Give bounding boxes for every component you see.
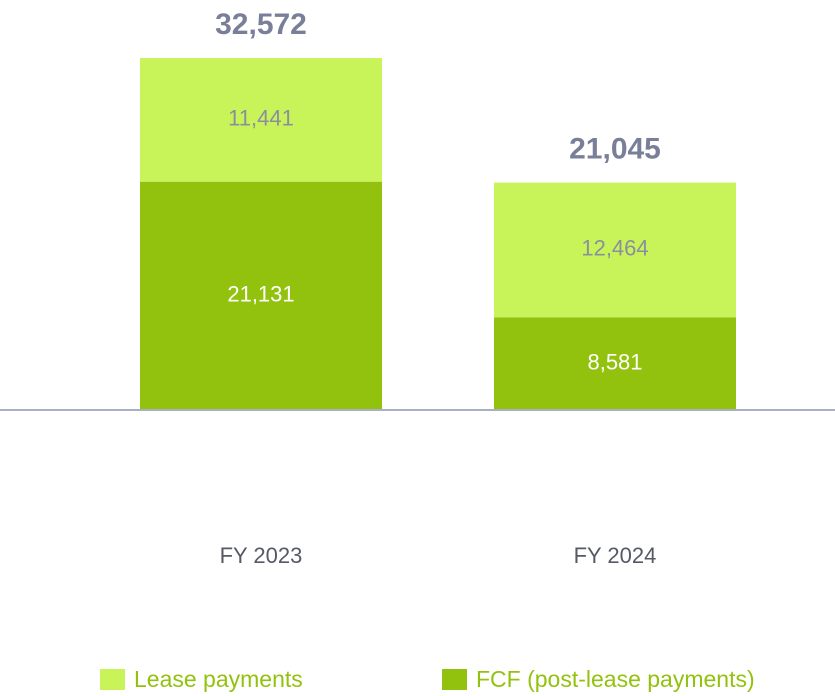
x-tick-label: FY 2023	[220, 543, 303, 568]
total-label: 32,572	[215, 8, 307, 41]
legend-label: FCF (post-lease payments)	[476, 666, 755, 692]
x-tick-label: FY 2024	[574, 543, 657, 568]
total-label: 21,045	[569, 133, 661, 166]
value-label: 11,441	[228, 106, 294, 131]
bar-segment	[140, 58, 382, 182]
bar-segment	[140, 181, 382, 410]
legend-label: Lease payments	[134, 666, 303, 692]
value-label: 21,131	[227, 282, 294, 307]
bar-segment	[494, 317, 736, 410]
value-label: 12,464	[581, 236, 648, 261]
legend-swatch	[442, 669, 467, 690]
value-label: 8,581	[587, 349, 642, 374]
bar-segment	[494, 182, 736, 318]
legend-swatch	[100, 669, 125, 690]
